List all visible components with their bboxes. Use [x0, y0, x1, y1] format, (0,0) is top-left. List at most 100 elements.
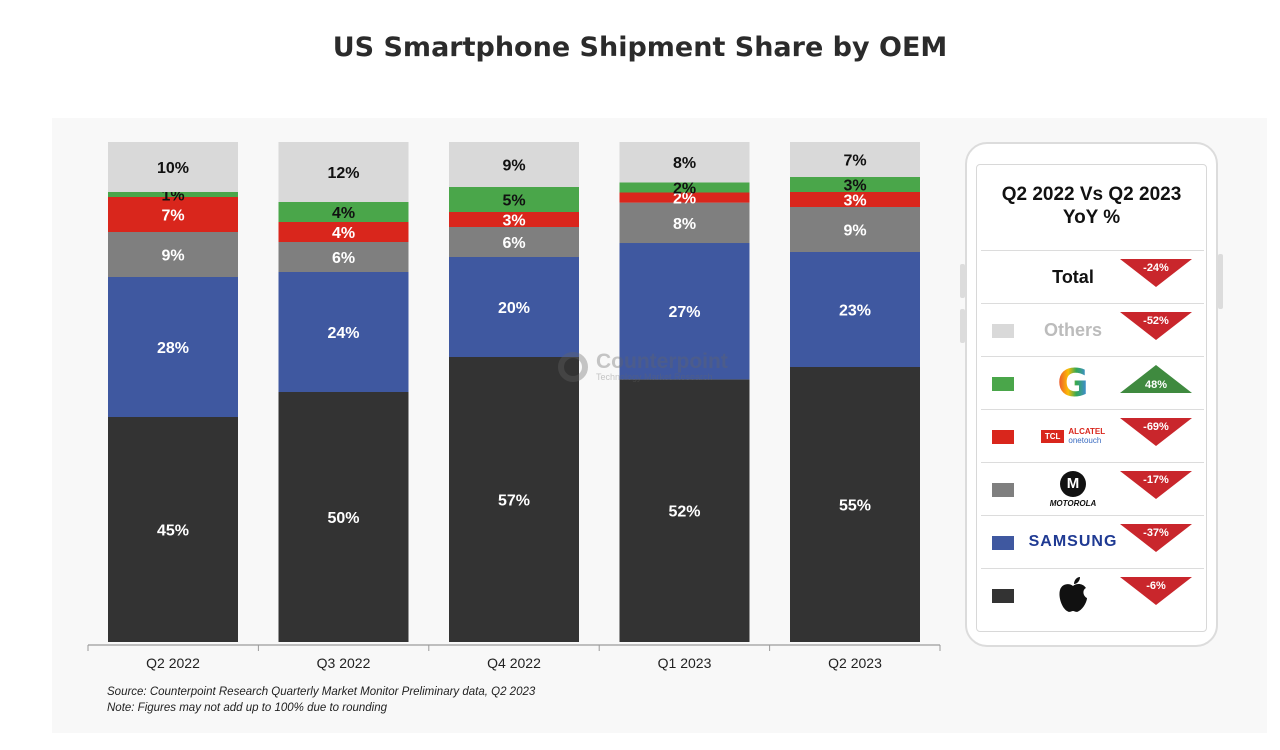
x-tick-label-2: Q4 2022: [487, 655, 541, 671]
yoy-change-label: -6%: [1146, 580, 1166, 592]
bar-segment-samsung-2: [449, 257, 579, 357]
phone-side-button: [960, 264, 965, 298]
bar-segment-others-3: [619, 142, 750, 183]
bar-segment-motorola-2: [449, 227, 579, 257]
bar-segment-google-0: [108, 192, 238, 197]
data-label-samsung-2: 20%: [498, 300, 530, 317]
watermark-name: Counterpoint: [596, 350, 728, 373]
legend-row: SAMSUNG -37%: [981, 515, 1204, 568]
legend-title: Q2 2022 Vs Q2 2023 YoY %: [977, 183, 1206, 229]
data-label-google-1: 4%: [332, 205, 355, 222]
bar-segment-samsung-3: [619, 243, 750, 380]
x-tick-label-3: Q1 2023: [658, 655, 712, 671]
bar-segment-others-0: [108, 142, 238, 192]
bar-segment-google-3: [619, 182, 750, 193]
data-label-google-4: 3%: [843, 178, 866, 195]
data-label-tcl-0: 7%: [161, 208, 184, 225]
data-label-tcl-4: 3%: [843, 193, 866, 210]
data-label-others-4: 7%: [843, 153, 866, 170]
decrease-triangle-icon: -52%: [1120, 312, 1192, 340]
data-label-motorola-2: 6%: [502, 235, 525, 252]
data-label-others-2: 9%: [502, 158, 525, 175]
legend-swatch-samsung: [992, 536, 1014, 550]
bar-segment-others-1: [278, 142, 409, 202]
data-label-samsung-0: 28%: [157, 340, 189, 357]
bar-segment-google-4: [790, 177, 920, 192]
legend-swatch-motorola: [992, 483, 1014, 497]
decrease-triangle-icon: -37%: [1120, 524, 1192, 552]
phone-side-button: [960, 309, 965, 343]
decrease-triangle-icon: -24%: [1120, 259, 1192, 287]
legend-label-total: Total: [1052, 266, 1094, 287]
bar-segment-others-4: [790, 142, 920, 177]
data-label-apple-1: 50%: [327, 510, 359, 527]
note-line: Note: Figures may not add up to 100% due…: [107, 702, 388, 714]
data-label-google-2: 5%: [502, 193, 525, 210]
bar-segment-motorola-4: [790, 207, 920, 252]
legend-row: Others -52%: [981, 303, 1204, 356]
motorola-logo-icon: M MOTOROLA: [1023, 463, 1123, 515]
data-label-others-1: 12%: [327, 165, 359, 182]
data-label-motorola-1: 6%: [332, 250, 355, 267]
bar-segment-tcl-3: [619, 192, 750, 203]
data-label-motorola-3: 8%: [673, 216, 696, 233]
data-label-tcl-3: 2%: [673, 191, 696, 208]
decrease-triangle-icon: -6%: [1120, 577, 1192, 605]
bar-segment-google-1: [278, 202, 409, 222]
bar-segment-apple-1: [278, 392, 409, 642]
legend-swatch-others: [992, 324, 1014, 338]
data-label-apple-0: 45%: [157, 523, 189, 540]
legend-swatch-google: [992, 377, 1014, 391]
x-tick-label-0: Q2 2022: [146, 655, 200, 671]
legend-title-line1: Q2 2022 Vs Q2 2023: [1001, 184, 1182, 205]
decrease-triangle-icon: -17%: [1120, 471, 1192, 499]
data-label-apple-2: 57%: [498, 493, 530, 510]
google-logo-icon: G: [1057, 361, 1089, 405]
bar-segment-motorola-1: [278, 242, 409, 272]
legend-row: Total -24%: [981, 250, 1204, 303]
yoy-change-label: -69%: [1143, 421, 1169, 433]
data-label-others-3: 8%: [673, 155, 696, 172]
legend-swatch-apple: [992, 589, 1014, 603]
decrease-triangle-icon: -69%: [1120, 418, 1192, 446]
tcl-alcatel-logo-icon: TCL ALCATEL onetouch: [1023, 410, 1123, 462]
legend-row: G 48%: [981, 356, 1204, 409]
phone-side-button: [1218, 254, 1223, 309]
legend-title-line2: YoY %: [1062, 207, 1121, 228]
bar-segment-google-2: [449, 187, 579, 212]
yoy-change-label: -24%: [1143, 262, 1169, 274]
counterpoint-logo-icon: [558, 352, 588, 382]
x-tick-label-1: Q3 2022: [317, 655, 371, 671]
legend-panel: Q2 2022 Vs Q2 2023 YoY % Total -24% Others…: [976, 164, 1207, 632]
yoy-change-label: 48%: [1145, 379, 1167, 391]
data-label-samsung-3: 27%: [668, 304, 700, 321]
bar-segment-apple-2: [449, 357, 579, 642]
data-label-motorola-0: 9%: [161, 248, 184, 265]
legend-row: M MOTOROLA -17%: [981, 462, 1204, 515]
bar-segment-tcl-4: [790, 192, 920, 207]
bar-segment-motorola-0: [108, 232, 238, 277]
watermark-subtitle: Technology Market Research: [596, 372, 713, 382]
yoy-change-label: -37%: [1143, 527, 1169, 539]
yoy-change-label: -17%: [1143, 474, 1169, 486]
source-note: Source: Counterpoint Research Quarterly …: [107, 684, 535, 716]
counterpoint-watermark: Counterpoint Technology Market Research: [558, 350, 728, 382]
data-label-samsung-4: 23%: [839, 303, 871, 320]
bar-segment-tcl-0: [108, 197, 238, 232]
increase-triangle-icon: 48%: [1120, 365, 1192, 393]
data-label-samsung-1: 24%: [327, 325, 359, 342]
legend-row: TCL ALCATEL onetouch -69%: [981, 409, 1204, 462]
bar-segment-samsung-1: [278, 272, 409, 392]
data-label-tcl-2: 3%: [502, 213, 525, 230]
legend-label-others: Others: [1043, 319, 1103, 340]
bar-segment-motorola-3: [619, 202, 750, 244]
bar-segment-apple-3: [619, 379, 750, 642]
data-label-motorola-4: 9%: [843, 223, 866, 240]
chart-title: US Smartphone Shipment Share by OEM: [332, 32, 948, 63]
apple-logo-icon: [1023, 569, 1123, 621]
bar-segment-samsung-4: [790, 252, 920, 367]
data-label-apple-4: 55%: [839, 498, 871, 515]
legend-row: -6%: [981, 568, 1204, 621]
samsung-logo-icon: SAMSUNG: [1028, 533, 1118, 550]
